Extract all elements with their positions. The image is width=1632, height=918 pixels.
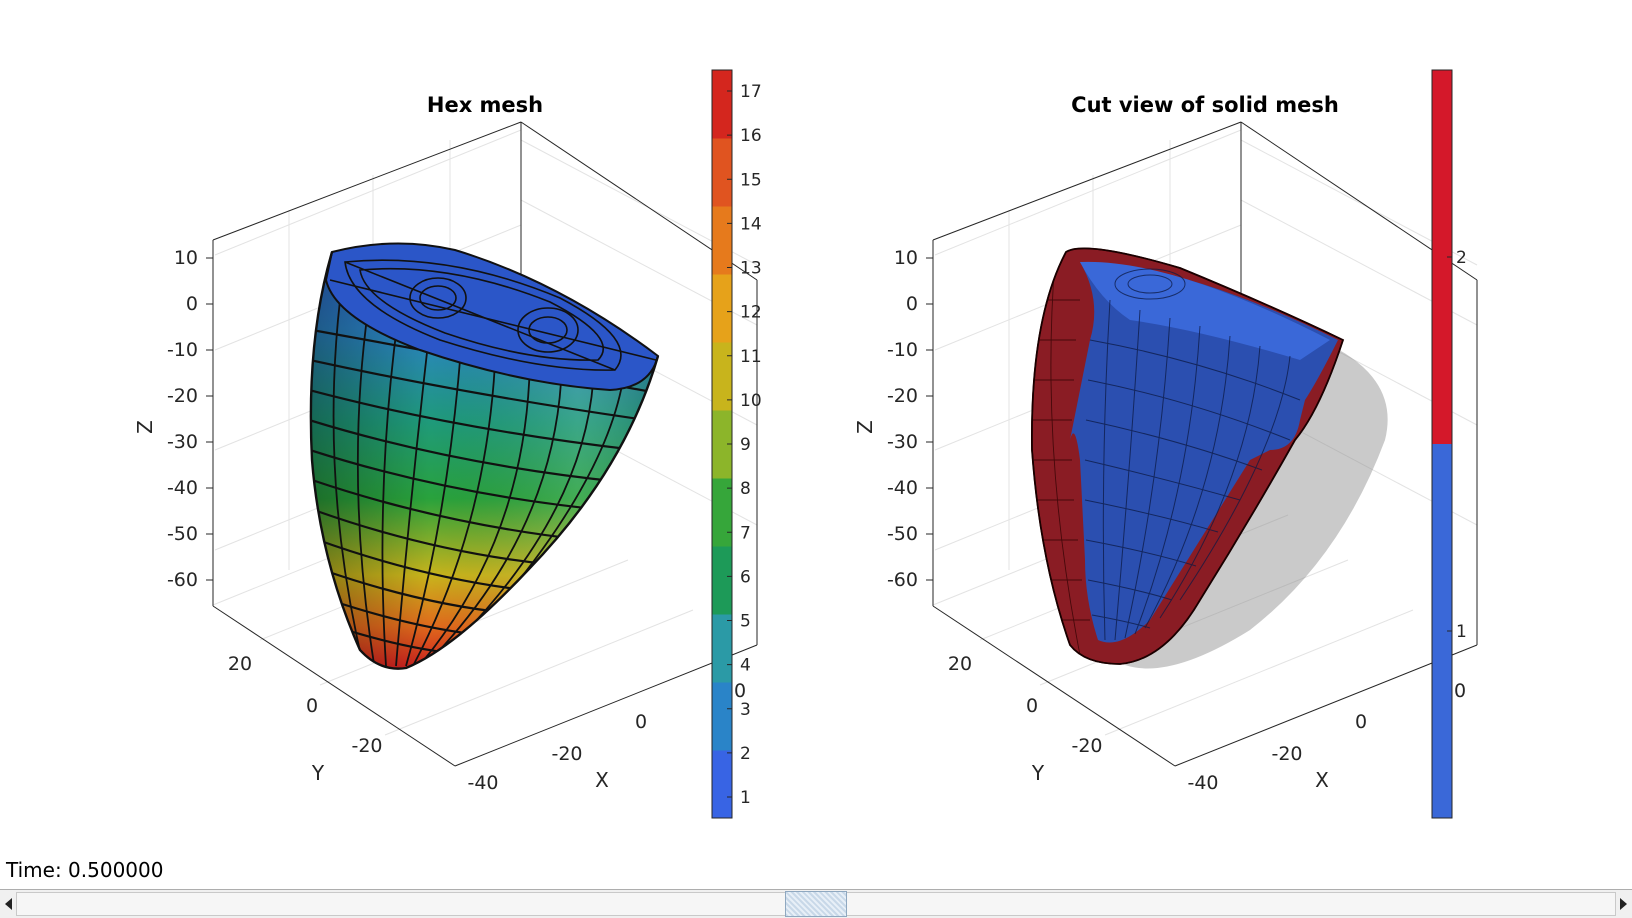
right-stray-tick-label: 0 (1454, 680, 1466, 702)
colorbar-band (712, 342, 732, 411)
colorbar-tick-label: 14 (740, 214, 762, 234)
colorbar-band (712, 682, 732, 751)
left-z-tick-label: -30 (167, 431, 198, 453)
left-z-tick-label: -50 (167, 523, 198, 545)
right-x-axis-label: X (1315, 768, 1329, 792)
right-x-tick-label: 0 (1355, 711, 1367, 733)
colorbar-tick-label: 1 (1456, 622, 1467, 642)
left-z-tick-label: -60 (167, 569, 198, 591)
cut-mesh-grid (1084, 268, 1301, 641)
colorbar-band (712, 614, 732, 683)
right-z-tick-label: 0 (906, 293, 918, 315)
colorbar-band (712, 478, 732, 547)
left-axes: Hex mesh 10 0 -10 -20 -30 -40 -50 -60 Z … (133, 69, 762, 819)
colorbar-band (712, 138, 732, 207)
colorbar-band (1432, 444, 1452, 818)
left-z-tick-label: -40 (167, 477, 198, 499)
colorbar-band (712, 274, 732, 343)
slider-thumb[interactable] (785, 891, 847, 917)
right-x-tick-label: -40 (1187, 772, 1218, 794)
right-z-tick-label: -30 (887, 431, 918, 453)
slider-left-arrow-icon[interactable] (2, 892, 16, 916)
colorbar-tick-label: 6 (740, 567, 751, 587)
right-y-tick-label: 20 (948, 653, 972, 675)
hex-mesh-rings (310, 328, 653, 656)
left-colorbar: 17 16 15 14 13 12 11 10 9 8 7 6 5 4 3 2 1 (711, 69, 762, 819)
left-stray-tick-label: 0 (734, 680, 746, 702)
colorbar-tick-label: 11 (740, 347, 762, 367)
left-z-tick-label: -10 (167, 339, 198, 361)
left-y-tick-label: 0 (306, 695, 318, 717)
colorbar-band (712, 750, 732, 819)
right-colorbar: 21 (1431, 69, 1467, 819)
colorbar-tick-label: 16 (740, 126, 762, 146)
left-panel-title: Hex mesh (427, 93, 543, 117)
right-z-ticks (926, 257, 933, 581)
left-y-axis-label: Y (311, 761, 325, 785)
left-x-axis-label: X (595, 768, 609, 792)
left-z-tick-label: -20 (167, 385, 198, 407)
hex-mesh-top-rings (329, 259, 657, 371)
colorbar-tick-label: 9 (740, 435, 751, 455)
colorbar-band (712, 410, 732, 479)
colorbar-tick-label: 17 (740, 82, 762, 102)
left-z-axis-label: Z (133, 420, 157, 434)
time-label: Time: 0.500000 (6, 858, 164, 882)
right-z-tick-label: -10 (887, 339, 918, 361)
right-x-tick-label: -20 (1271, 743, 1302, 765)
colorbar-band (712, 546, 732, 615)
right-panel-title: Cut view of solid mesh (1071, 93, 1339, 117)
right-y-tick-label: 0 (1026, 695, 1038, 717)
left-y-tick-label: -20 (351, 735, 382, 757)
right-axes: Cut view of solid mesh 10 0 -10 -20 -30 … (853, 69, 1478, 819)
right-y-axis-label: Y (1031, 761, 1045, 785)
cut-mesh-surface (1031, 247, 1345, 665)
right-y-tick-label: -20 (1071, 735, 1102, 757)
left-x-tick-label: 0 (635, 711, 647, 733)
hex-mesh-surface (309, 242, 660, 670)
right-z-tick-label: -50 (887, 523, 918, 545)
figure-canvas: Hex mesh 10 0 -10 -20 -30 -40 -50 -60 Z … (133, 69, 1478, 819)
right-z-tick-label: -20 (887, 385, 918, 407)
colorbar-tick-label: 4 (740, 656, 751, 676)
left-y-tick-label: 20 (228, 653, 252, 675)
colorbar-tick-label: 15 (740, 170, 762, 190)
colorbar-tick-label: 5 (740, 612, 751, 632)
colorbar-tick-label: 13 (740, 259, 762, 279)
colorbar-band (712, 70, 732, 139)
left-x-tick-label: -40 (467, 772, 498, 794)
right-z-axis-label: Z (853, 420, 877, 434)
colorbar-tick-label: 2 (740, 744, 751, 764)
slider-right-arrow-icon[interactable] (1616, 892, 1630, 916)
colorbar-tick-label: 12 (740, 303, 762, 323)
left-z-tick-label: 10 (174, 247, 198, 269)
right-z-tick-label: -40 (887, 477, 918, 499)
right-z-tick-label: -60 (887, 569, 918, 591)
colorbar-tick-label: 8 (740, 479, 751, 499)
colorbar-tick-label: 10 (740, 391, 762, 411)
left-z-ticks (206, 257, 213, 581)
colorbar-tick-label: 1 (740, 788, 751, 808)
time-slider[interactable] (0, 889, 1632, 918)
colorbar-tick-label: 3 (740, 700, 751, 720)
colorbar-tick-label: 2 (1456, 248, 1467, 268)
left-x-tick-label: -20 (551, 743, 582, 765)
colorbar-frame (1431, 69, 1453, 819)
colorbar-band (1432, 70, 1452, 444)
colorbar-band (712, 206, 732, 275)
right-z-tick-label: 10 (894, 247, 918, 269)
colorbar-tick-label: 7 (740, 523, 751, 543)
left-z-tick-label: 0 (186, 293, 198, 315)
